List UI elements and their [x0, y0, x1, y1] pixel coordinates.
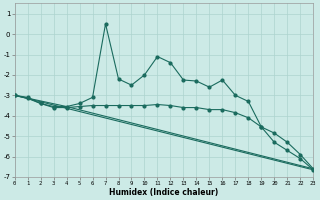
X-axis label: Humidex (Indice chaleur): Humidex (Indice chaleur): [109, 188, 219, 197]
